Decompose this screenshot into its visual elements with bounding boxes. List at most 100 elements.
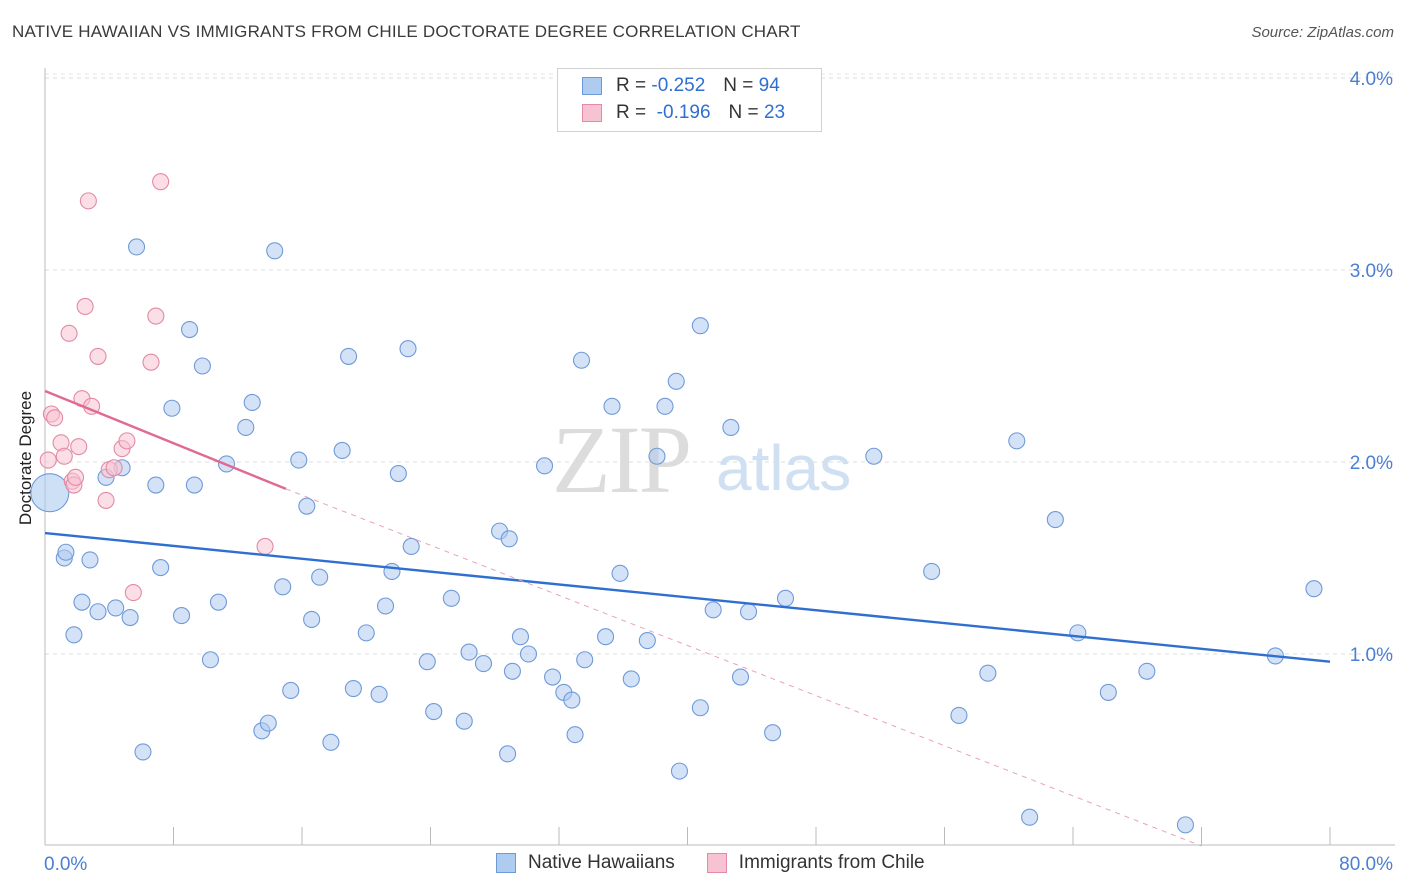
point-native-hawaiian: [563, 691, 581, 709]
point-native-hawaiian: [499, 745, 517, 763]
chart-title: NATIVE HAWAIIAN VS IMMIGRANTS FROM CHILE…: [12, 22, 801, 41]
y-tick-label: 3.0%: [1350, 261, 1393, 282]
point-native-hawaiian: [1008, 432, 1026, 450]
point-native-hawaiian: [691, 317, 709, 335]
point-native-hawaiian: [670, 762, 689, 780]
point-immigrant-chile: [118, 432, 136, 450]
point-native-hawaiian: [731, 668, 750, 686]
point-native-hawaiian: [442, 589, 460, 607]
point-immigrant-chile: [60, 324, 78, 342]
data-points: [30, 173, 1323, 834]
point-native-hawaiian: [147, 476, 165, 494]
correlation-legend: R = -0.252 N = 94 R = -0.196 N = 23: [557, 68, 822, 132]
x-tick-label: 0.0%: [44, 854, 87, 875]
legend-swatch-blue: [582, 77, 602, 95]
point-native-hawaiian: [535, 457, 554, 475]
point-native-hawaiian: [603, 397, 621, 415]
point-native-hawaiian: [722, 418, 740, 436]
point-native-hawaiian: [648, 447, 666, 465]
point-native-hawaiian: [1138, 662, 1156, 680]
legend-swatch-pink: [582, 104, 602, 122]
point-native-hawaiian: [152, 559, 170, 577]
point-native-hawaiian: [163, 399, 181, 417]
legend-r-label: R =: [616, 102, 647, 123]
point-native-hawaiian: [511, 628, 530, 646]
point-immigrant-chile: [79, 192, 97, 210]
point-native-hawaiian: [172, 607, 191, 625]
legend-r-label: R =: [616, 75, 647, 96]
trend-lines: [44, 389, 1331, 847]
point-native-hawaiian: [30, 473, 70, 513]
point-native-hawaiian: [503, 662, 521, 680]
point-immigrant-chile: [124, 584, 142, 602]
trendline-native-hawaiians: [44, 531, 1331, 663]
legend-n-label: N =: [723, 75, 754, 96]
point-native-hawaiian: [418, 653, 436, 671]
point-native-hawaiian: [691, 699, 709, 717]
point-native-hawaiian: [274, 578, 292, 596]
point-native-hawaiian: [1305, 580, 1323, 598]
point-native-hawaiian: [370, 685, 388, 703]
point-native-hawaiian: [282, 681, 300, 700]
legend-n-label: N =: [728, 102, 759, 123]
point-immigrant-chile: [70, 438, 88, 456]
point-native-hawaiian: [65, 626, 83, 644]
legend-n-value: 94: [758, 75, 780, 96]
point-native-hawaiian: [667, 372, 685, 390]
point-native-hawaiian: [333, 441, 351, 460]
point-native-hawaiian: [865, 447, 883, 465]
point-native-hawaiian: [344, 680, 362, 698]
point-native-hawaiian: [185, 476, 203, 494]
point-native-hawaiian: [611, 564, 629, 582]
point-immigrant-chile: [55, 447, 73, 465]
point-native-hawaiian: [622, 670, 640, 688]
grid-lines: [45, 73, 1395, 655]
point-native-hawaiian: [923, 562, 941, 580]
legend-swatch-pink: [706, 853, 727, 873]
watermark-zip: ZIP: [552, 406, 690, 513]
point-immigrant-chile: [142, 353, 160, 371]
legend-r-value: -0.252: [651, 75, 706, 96]
point-native-hawaiian: [455, 712, 473, 730]
axes: [44, 68, 1395, 846]
point-native-hawaiian: [500, 530, 518, 548]
point-immigrant-chile: [256, 537, 274, 556]
point-native-hawaiian: [1021, 808, 1039, 826]
point-native-hawaiian: [566, 726, 584, 744]
point-native-hawaiian: [357, 624, 375, 642]
point-immigrant-chile: [105, 459, 123, 477]
point-immigrant-chile: [46, 409, 64, 427]
point-native-hawaiian: [1176, 816, 1194, 834]
legend-label: Native Hawaiians: [528, 852, 675, 873]
point-native-hawaiian: [134, 743, 152, 761]
watermark-atlas: atlas: [716, 432, 851, 504]
legend-item-immigrants-chile: Immigrants from Chile: [706, 852, 925, 874]
legend-row-immigrants-chile: R = -0.196 N = 23: [582, 102, 785, 124]
point-native-hawaiian: [303, 610, 321, 628]
point-native-hawaiian: [311, 568, 329, 586]
point-native-hawaiian: [128, 238, 146, 256]
point-native-hawaiian: [73, 593, 91, 611]
legend-row-native-hawaiians: R = -0.252 N = 94: [582, 75, 780, 97]
point-native-hawaiian: [389, 464, 407, 483]
point-native-hawaiian: [237, 418, 255, 436]
point-native-hawaiian: [704, 601, 722, 619]
point-native-hawaiian: [121, 608, 139, 627]
point-native-hawaiian: [979, 664, 997, 682]
source-label: Source: ZipAtlas.com: [1251, 24, 1394, 41]
point-immigrant-chile: [147, 307, 165, 325]
y-tick-label: 1.0%: [1350, 645, 1393, 666]
point-native-hawaiian: [322, 733, 340, 751]
legend-swatch-blue: [496, 853, 516, 873]
point-native-hawaiian: [1046, 511, 1064, 529]
watermark: ZIP atlas: [552, 406, 851, 513]
point-native-hawaiian: [193, 357, 211, 375]
point-immigrant-chile: [97, 491, 115, 509]
point-native-hawaiian: [460, 643, 478, 661]
point-native-hawaiian: [474, 655, 493, 673]
point-native-hawaiian: [425, 703, 443, 721]
point-native-hawaiian: [266, 242, 284, 260]
legend-label: Immigrants from Chile: [738, 852, 925, 873]
point-native-hawaiian: [764, 724, 782, 742]
